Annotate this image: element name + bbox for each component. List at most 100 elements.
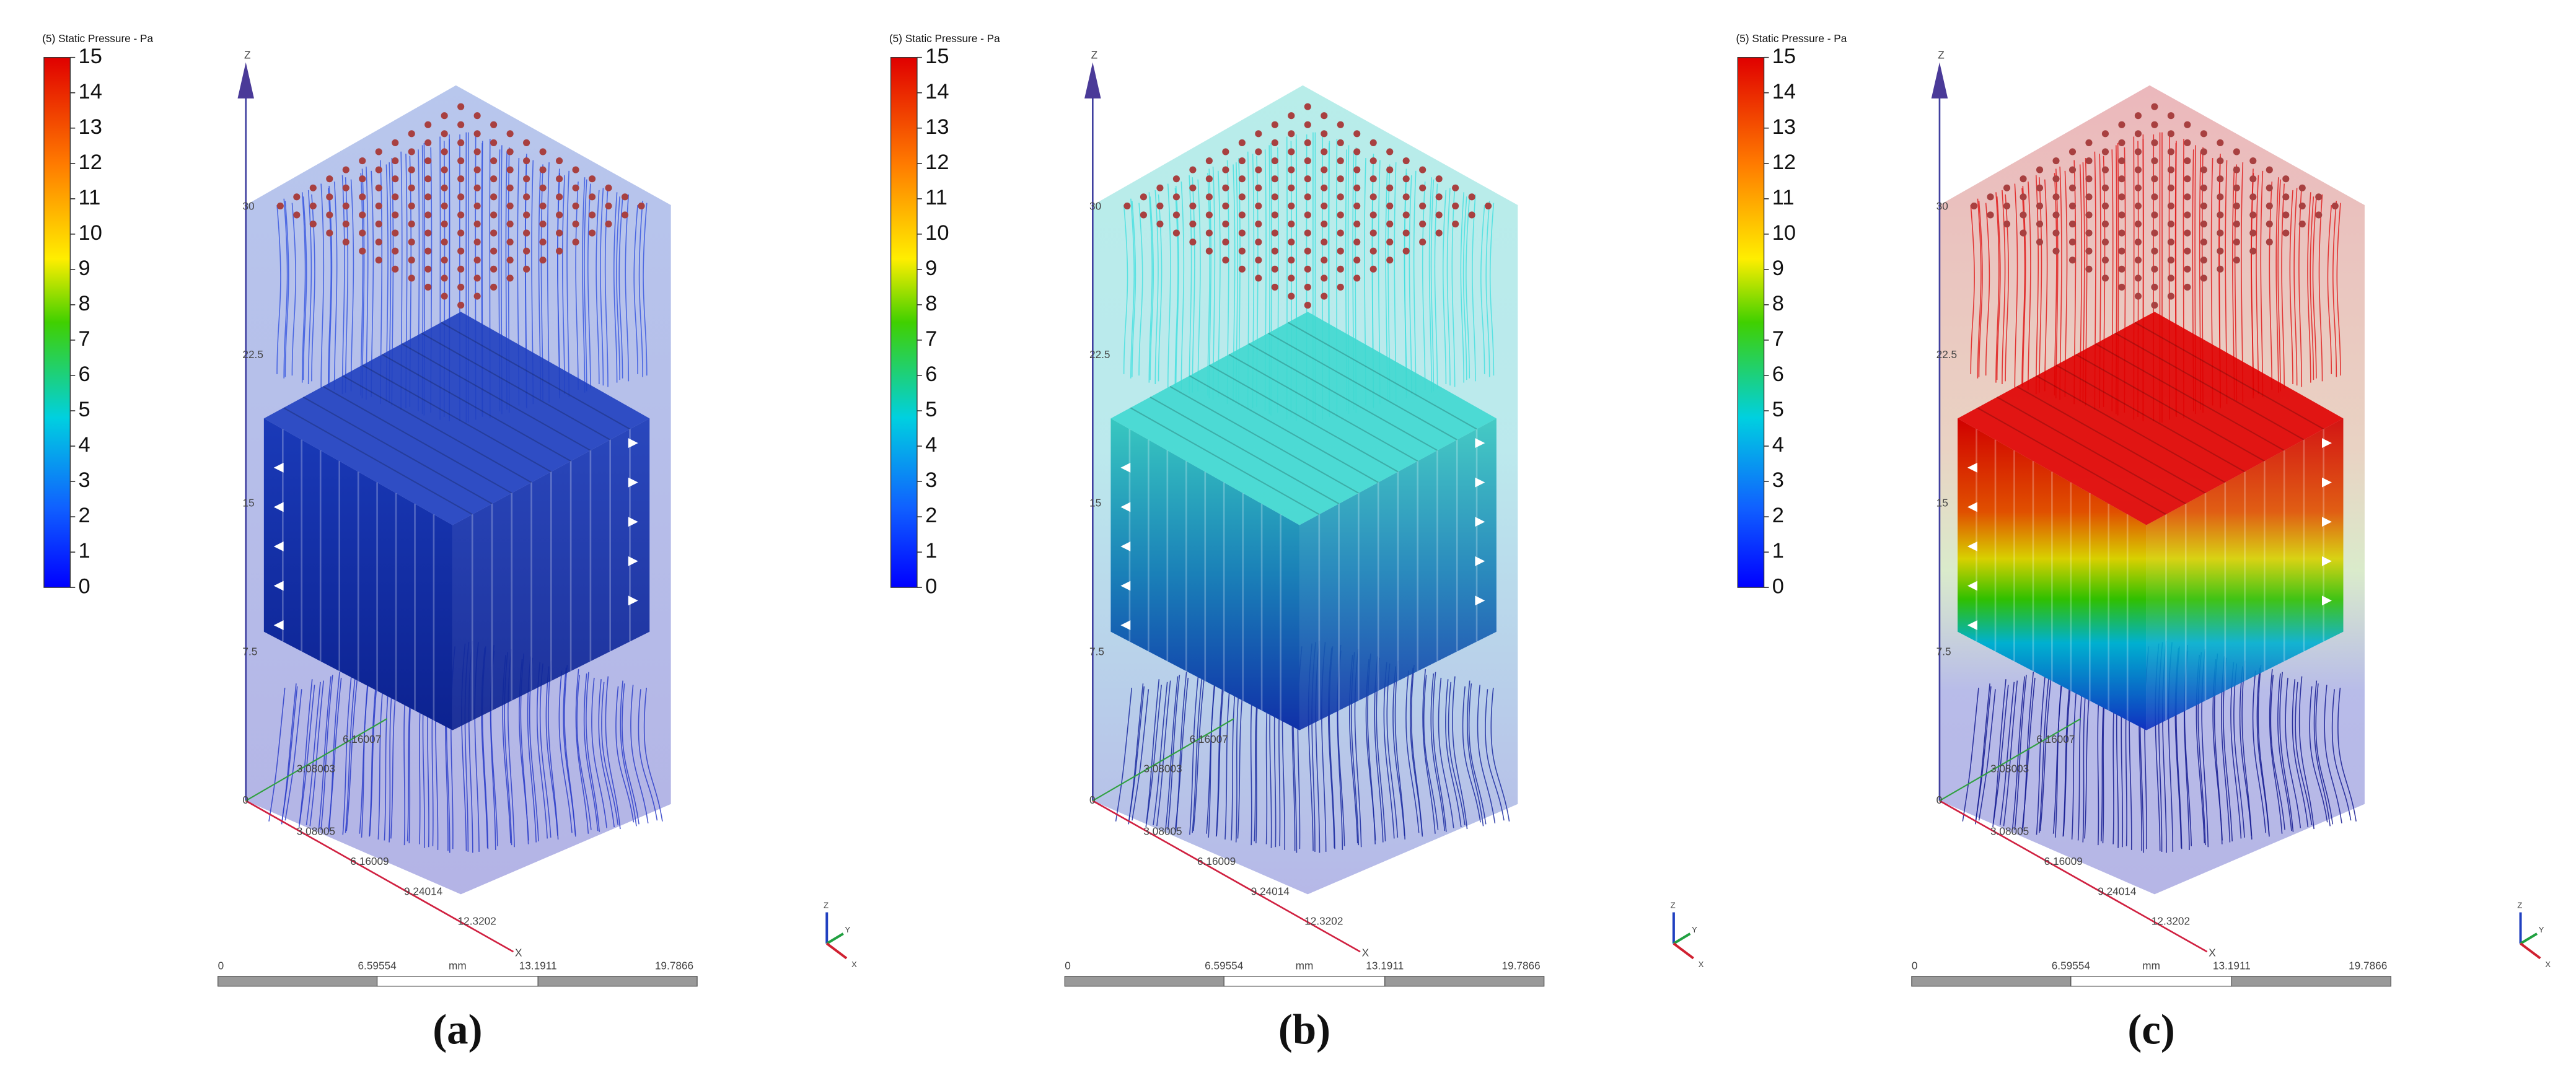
streamline bbox=[1165, 676, 1179, 830]
triad-x bbox=[2520, 942, 2541, 960]
inlet-point bbox=[1304, 139, 1311, 146]
streamline bbox=[616, 196, 620, 380]
inlet-point bbox=[1353, 130, 1361, 138]
inlet-point bbox=[2233, 220, 2240, 228]
inlet-point bbox=[309, 220, 317, 228]
inlet-point bbox=[441, 184, 448, 191]
inlet-point bbox=[1304, 302, 1311, 309]
inlet-point bbox=[2068, 166, 2077, 173]
inlet-point bbox=[2151, 211, 2158, 219]
inlet-point bbox=[2200, 239, 2207, 246]
inlet-point bbox=[293, 193, 301, 201]
z-arrow bbox=[1931, 62, 1948, 99]
panel-label: (b) bbox=[1278, 1006, 1330, 1053]
arrow-marker bbox=[273, 581, 284, 591]
streamline bbox=[2277, 179, 2281, 392]
inlet-point bbox=[1238, 139, 1246, 146]
streamline bbox=[1490, 687, 1510, 822]
scale-label: 13.1911 bbox=[2213, 960, 2251, 972]
inlet-point bbox=[2217, 157, 2224, 165]
scale-label: 6.59554 bbox=[358, 960, 397, 972]
inlet-point bbox=[392, 175, 399, 183]
inlet-point bbox=[424, 193, 432, 201]
streamline bbox=[1430, 179, 1435, 392]
x-tick-label: 9.24014 bbox=[1251, 885, 1290, 897]
inlet-point bbox=[523, 211, 530, 219]
inlet-point bbox=[2118, 121, 2125, 128]
streamline bbox=[1428, 177, 1433, 393]
inlet-point bbox=[1369, 193, 1377, 201]
inlet-point bbox=[375, 148, 382, 156]
streamline bbox=[1970, 204, 1975, 374]
streamline bbox=[2039, 673, 2052, 831]
inlet-point bbox=[2085, 175, 2093, 183]
inlet-point bbox=[2217, 265, 2224, 273]
streamline bbox=[327, 188, 332, 386]
arrow-marker bbox=[1475, 438, 1485, 449]
y-tick-label: 6.16007 bbox=[2036, 733, 2075, 745]
streamline bbox=[1123, 204, 1128, 374]
streamline bbox=[1215, 665, 1225, 837]
streamline bbox=[586, 672, 600, 832]
inlet-point bbox=[2068, 202, 2077, 209]
streamline bbox=[2275, 177, 2279, 393]
z-tick-label: 0 bbox=[242, 794, 248, 806]
streamline bbox=[1434, 183, 1438, 388]
streamline bbox=[1448, 682, 1466, 826]
inlet-point bbox=[457, 211, 465, 219]
colorbar-tick-label: 15 bbox=[1772, 45, 1796, 68]
inlet-point bbox=[572, 184, 579, 191]
streamline bbox=[1132, 201, 1136, 377]
streamline bbox=[328, 185, 333, 387]
inlet-point bbox=[1288, 130, 1295, 138]
streamline bbox=[284, 689, 302, 821]
inlet-point bbox=[2282, 211, 2290, 219]
inlet-point bbox=[2151, 139, 2158, 146]
scale-unit: mm bbox=[449, 960, 467, 972]
inlet-point bbox=[2068, 239, 2077, 246]
inlet-point bbox=[2167, 184, 2174, 191]
streamline bbox=[2256, 175, 2259, 395]
inlet-point bbox=[1271, 229, 1278, 237]
inlet-point bbox=[1255, 220, 1262, 228]
inlet-point bbox=[441, 220, 448, 228]
colorbar-tick-label: 4 bbox=[1772, 433, 1784, 457]
inlet-point bbox=[375, 202, 382, 209]
block-rib bbox=[1208, 364, 1399, 473]
inlet-point bbox=[2151, 193, 2158, 201]
inlet-point bbox=[1304, 121, 1311, 128]
inlet-point bbox=[457, 247, 465, 255]
colorbar-title: (5) Static Pressure - Pa bbox=[889, 32, 1000, 45]
streamline bbox=[2256, 667, 2270, 835]
inlet-point bbox=[473, 166, 481, 173]
colorbar-tick-label: 4 bbox=[79, 433, 90, 457]
panel-label: (c) bbox=[2127, 1006, 2174, 1053]
streamline bbox=[2022, 672, 2034, 832]
triad-x bbox=[1673, 942, 1694, 960]
inlet-point bbox=[1353, 166, 1361, 173]
streamline bbox=[1460, 192, 1465, 383]
scale-label: 6.59554 bbox=[1205, 960, 1244, 972]
arrow-marker bbox=[1120, 462, 1131, 473]
inlet-point bbox=[473, 292, 481, 300]
inlet-point bbox=[1971, 202, 1978, 209]
inlet-point bbox=[1369, 265, 1377, 273]
inlet-point bbox=[408, 130, 415, 138]
colorbar-tick-label: 6 bbox=[925, 362, 937, 386]
triad-y bbox=[1673, 932, 1691, 945]
streamline bbox=[605, 676, 621, 830]
inlet-point bbox=[1271, 247, 1278, 255]
inlet-point bbox=[539, 184, 547, 191]
inlet-point bbox=[2068, 220, 2077, 228]
inlet-point bbox=[1386, 184, 1394, 191]
inlet-point bbox=[2266, 202, 2273, 209]
inlet-point bbox=[1255, 166, 1262, 173]
inlet-point bbox=[1987, 193, 1994, 201]
streamline bbox=[2003, 680, 2018, 826]
colorbar-tick-label: 4 bbox=[925, 433, 937, 457]
streamline bbox=[2054, 663, 2064, 838]
inlet-point bbox=[605, 184, 612, 191]
inlet-point bbox=[1238, 211, 1246, 219]
inlet-point bbox=[375, 239, 382, 246]
x-tick-label: 12.3202 bbox=[458, 915, 496, 927]
